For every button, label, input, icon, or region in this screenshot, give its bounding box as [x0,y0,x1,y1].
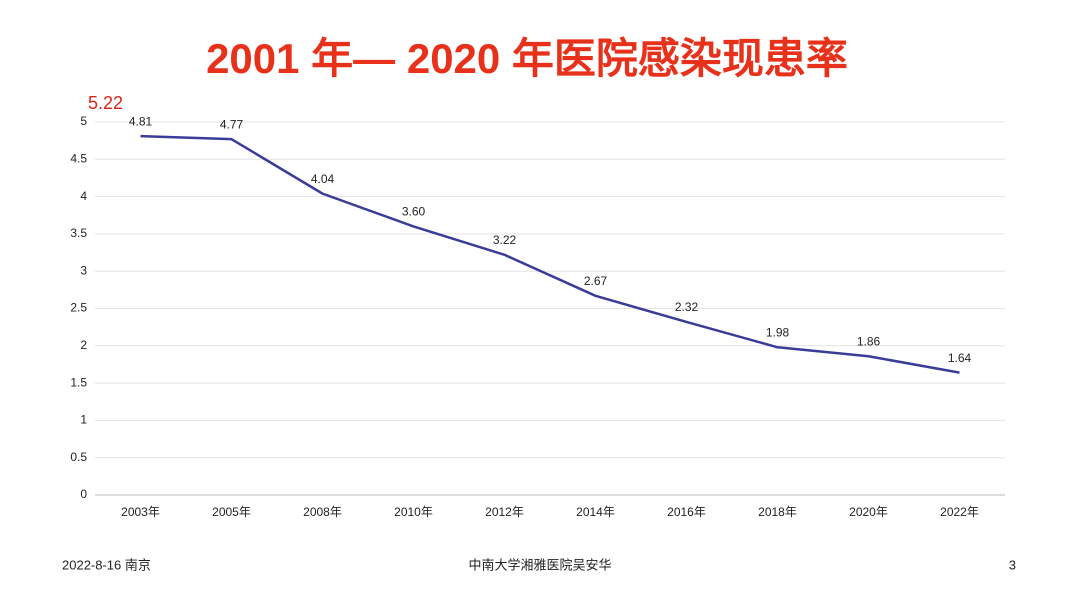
data-label: 1.64 [948,351,972,365]
footer-page: 3 [1009,557,1016,572]
y-tick-label: 2.5 [70,301,87,315]
data-label: 3.60 [402,205,426,219]
data-label: 2.32 [675,300,699,314]
footer-organization: 中南大学湘雅医院吴安华 [468,557,611,572]
x-tick-label: 2018年 [758,505,797,519]
x-tick-label: 2003年 [121,505,160,519]
data-label: 3.22 [493,233,517,247]
data-label: 4.04 [311,172,335,186]
x-tick-label: 2022年 [940,505,979,519]
y-tick-label: 1 [80,413,87,427]
data-label: 4.81 [129,114,153,128]
y-tick-label: 3 [80,263,87,277]
x-tick-label: 2008年 [303,505,342,519]
x-tick-label: 2020年 [849,505,888,519]
data-label: 1.98 [766,325,790,339]
x-tick-label: 2016年 [667,505,706,519]
y-tick-label: 0.5 [70,450,87,464]
y-tick-label: 1.5 [70,375,87,389]
line [140,134,960,374]
x-tick-label: 2012年 [485,505,524,519]
chart-title: 2001 年— 2020 年医院感染现患率 [206,35,848,82]
data-label: 1.86 [857,334,881,348]
y-tick-label: 0 [80,487,87,501]
y-tick-label: 2 [80,338,87,352]
y-tick-label: 4 [80,189,87,203]
x-tick-label: 2005年 [212,505,251,519]
footer-date: 2022-8-16 南京 [62,557,151,572]
data-label: 4.77 [220,117,244,131]
x-tick-label: 2010年 [394,505,433,519]
data-label: 2.67 [584,274,608,288]
y-tick-label: 4.5 [70,151,87,165]
annotation: 5.22 [88,93,123,113]
y-tick-label: 3.5 [70,226,87,240]
x-tick-label: 2014年 [576,505,615,519]
y-tick-label: 5 [80,114,87,128]
